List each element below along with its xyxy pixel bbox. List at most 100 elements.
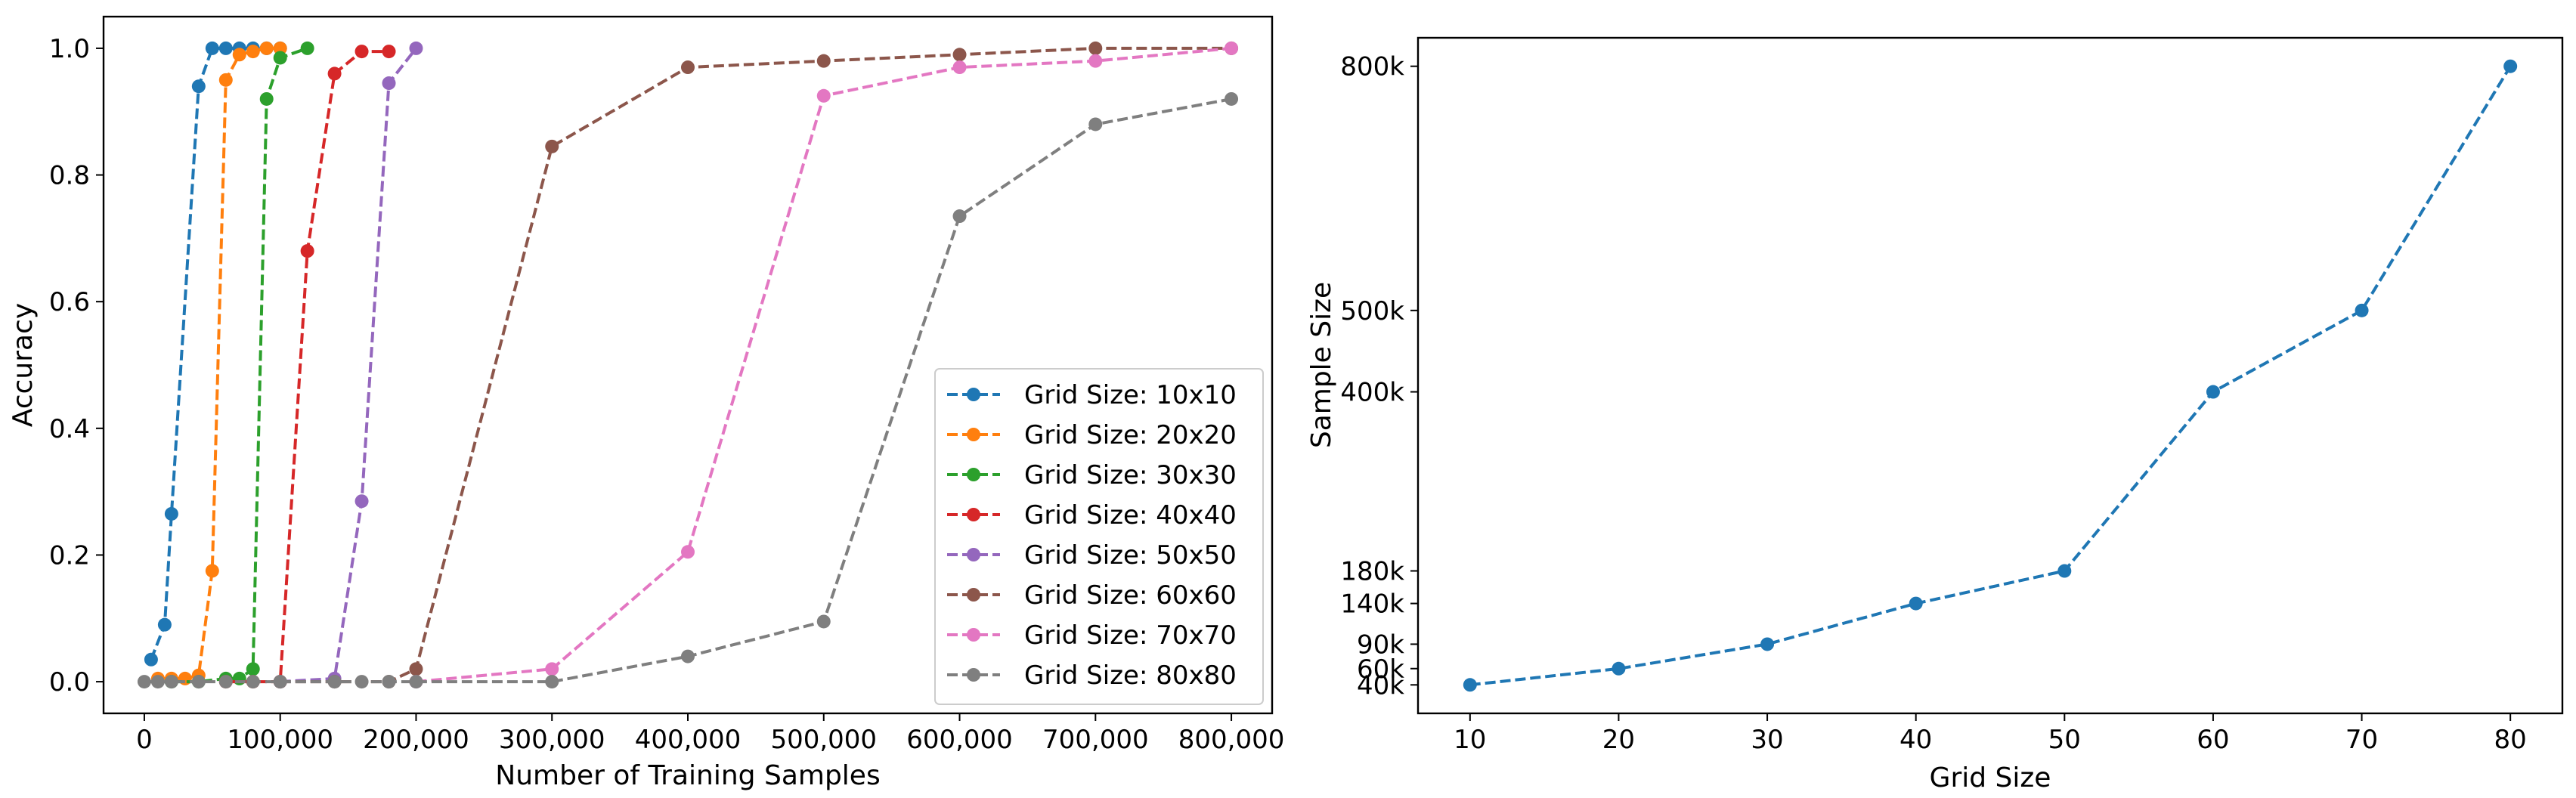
accuracy-data-point [952,48,967,62]
sample-size-data-point [1909,596,1923,611]
accuracy-data-point [1088,54,1103,68]
accuracy-data-point [382,45,396,59]
sample-size-data-point [1612,661,1626,676]
accuracy-data-point [246,662,260,676]
accuracy-y-ticks: 0.0 0.2 0.4 0.6 0.8 1.0 [49,34,104,697]
accuracy-data-point [816,54,831,68]
accuracy-data-point [273,41,287,55]
legend-label: Grid Size: 80x80 [1024,660,1237,691]
accuracy-data-point [1225,41,1239,55]
sample-size-y-tick-label: 500k [1340,296,1404,326]
accuracy-x-tick-label: 600,000 [906,725,1013,755]
accuracy-data-point [191,675,206,689]
accuracy-data-point [191,79,206,94]
sample-size-data-point [2355,303,2369,317]
accuracy-data-point [137,675,151,689]
accuracy-x-tick-label: 0 [136,725,153,755]
accuracy-x-tick-label: 800,000 [1178,725,1285,755]
legend-label: Grid Size: 70x70 [1024,620,1237,651]
legend-marker [967,548,980,561]
sample-size-y-tick-label: 90k [1357,629,1404,660]
accuracy-chart: 0 100,000 200,000 300,000 400,000 500,000 600,… [8,15,1284,791]
accuracy-data-point [409,675,423,689]
accuracy-legend: Grid Size: 10x10 Grid Size: 20x20 Grid Siz… [934,368,1264,705]
accuracy-data-point [273,51,287,65]
accuracy-data-point [327,675,342,689]
accuracy-data-point [409,41,423,55]
legend-label: Grid Size: 40x40 [1024,500,1237,530]
accuracy-x-tick-label: 700,000 [1042,725,1149,755]
sample-size-data-point [2503,59,2518,73]
sample-size-y-axis-label: Sample Size [1306,282,1337,448]
accuracy-data-point [1088,41,1103,55]
sample-size-y-tick-label: 800k [1340,52,1404,82]
sample-size-data-point [1463,678,1477,692]
sample-size-x-tick-label: 20 [1602,725,1635,755]
sample-size-data-point [2206,385,2220,399]
accuracy-data-point [164,506,178,521]
accuracy-x-axis-label: Number of Training Samples [495,760,880,791]
accuracy-y-tick-label: 1.0 [49,34,90,64]
accuracy-data-point [816,614,831,629]
accuracy-data-point [382,76,396,91]
accuracy-data-point [273,675,287,689]
sample-size-y-tick-label: 140k [1340,589,1404,620]
legend-marker [967,668,980,682]
sample-size-series-line [1469,65,2512,687]
accuracy-y-axis-label: Accuracy [8,303,39,427]
accuracy-x-tick-label: 500,000 [770,725,877,755]
accuracy-data-point [157,617,172,632]
accuracy-x-tick-label: 400,000 [635,725,742,755]
legend-label: Grid Size: 50x50 [1024,540,1237,571]
accuracy-data-point [150,675,165,689]
legend-marker [967,468,980,481]
accuracy-data-point [300,244,314,258]
sample-size-x-tick-label: 70 [2345,725,2378,755]
accuracy-data-point [681,60,695,75]
accuracy-data-point [205,564,219,578]
legend-box [934,368,1264,705]
accuracy-data-point [681,545,695,559]
accuracy-data-point [218,675,233,689]
legend-marker [967,388,980,401]
sample-size-x-axis-label: Grid Size [1930,762,2051,793]
sample-size-y-tick-label: 40k [1357,670,1404,701]
sample-size-x-ticks: 10 20 30 40 50 60 70 80 [1454,713,2527,755]
accuracy-y-tick-label: 0.0 [49,667,90,697]
sample-size-series [1463,59,2518,692]
accuracy-data-point [409,662,423,676]
accuracy-data-point [327,66,342,81]
accuracy-data-point [232,671,246,685]
legend-marker [967,628,980,642]
accuracy-x-tick-label: 200,000 [363,725,469,755]
sample-size-y-tick-label: 180k [1340,557,1404,587]
accuracy-x-tick-label: 100,000 [227,725,333,755]
accuracy-data-point [382,675,396,689]
sample-size-x-tick-label: 50 [2048,725,2081,755]
accuracy-data-point [178,671,192,685]
accuracy-data-point [218,41,233,55]
accuracy-y-tick-label: 0.4 [49,414,90,444]
accuracy-data-point [246,45,260,59]
accuracy-y-tick-label: 0.6 [49,287,90,317]
accuracy-data-point [205,41,219,55]
accuracy-data-point [1088,117,1103,131]
legend-marker [967,428,980,441]
legend-label: Grid Size: 30x30 [1024,460,1237,490]
sample-size-x-tick-label: 30 [1751,725,1783,755]
accuracy-data-point [355,494,369,509]
accuracy-data-point [545,675,559,689]
accuracy-y-tick-label: 0.2 [49,540,90,571]
accuracy-series [137,41,1239,689]
sample-size-y-tick-label: 60k [1357,654,1404,685]
accuracy-data-point [232,48,246,62]
accuracy-data-point [259,91,274,106]
accuracy-x-ticks: 0 100,000 200,000 300,000 400,000 500,000 600,… [136,713,1284,755]
accuracy-data-point [545,662,559,676]
accuracy-data-point [144,652,158,667]
accuracy-data-point [355,675,369,689]
accuracy-data-point [952,60,967,75]
accuracy-data-point [259,41,274,55]
